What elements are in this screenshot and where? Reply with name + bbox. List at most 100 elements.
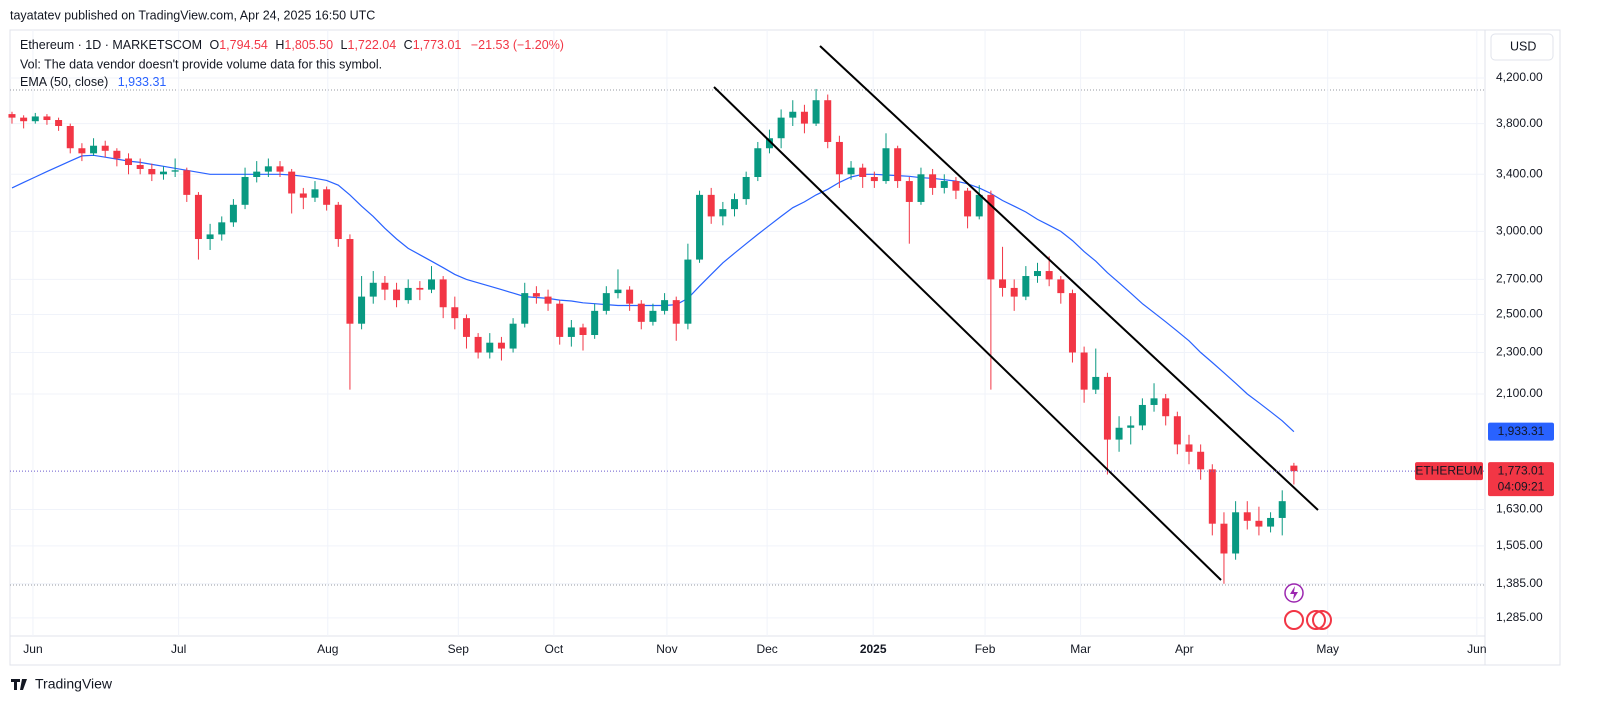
candle-body [253, 171, 261, 177]
candle-body [334, 204, 342, 240]
x-tick-label: Jul [171, 642, 186, 656]
last-price-name: ETHEREUM [1415, 463, 1482, 477]
ema-line [11, 154, 1295, 433]
candle-body [812, 100, 820, 124]
candle-body [1010, 287, 1018, 297]
x-tick-label: Aug [317, 642, 338, 656]
y-tick-label: 3,800.00 [1496, 116, 1543, 130]
event-flag-icon[interactable] [1312, 610, 1332, 630]
candle-body [451, 307, 459, 319]
ema-layer [11, 154, 1295, 433]
countdown-label: 04:09:21 [1498, 479, 1545, 493]
x-tick-label: Feb [975, 642, 996, 656]
grid [10, 30, 1485, 636]
y-tick-label: 1,505.00 [1496, 538, 1543, 552]
candle-body [148, 168, 156, 175]
close-value: 1,773.01 [413, 38, 462, 52]
candle-body [20, 117, 28, 122]
candle-body [1092, 376, 1100, 390]
candle-body [404, 287, 412, 301]
candle-body [731, 199, 739, 210]
chart-frame [9, 29, 1561, 666]
candle-body [532, 293, 540, 297]
y-tick-label: 2,500.00 [1496, 307, 1543, 321]
candle-body [800, 111, 808, 124]
candle-body [894, 148, 902, 182]
candle-body [1127, 425, 1135, 428]
candle-body [90, 145, 98, 154]
event-flag-icon[interactable] [1284, 610, 1304, 630]
candle-body [393, 289, 401, 301]
candle-body [428, 279, 436, 290]
candle-body [171, 170, 179, 172]
candle-body [8, 114, 16, 118]
candle-body [987, 194, 995, 280]
last-price-badge [1488, 462, 1554, 497]
candle-body [1150, 398, 1158, 405]
symbol: Ethereum · 1D · MARKETSCOM [20, 38, 202, 52]
y-tick-label: 2,700.00 [1496, 272, 1543, 286]
x-tick-label: Oct [545, 642, 564, 656]
x-tick-label: Apr [1175, 642, 1194, 656]
x-tick-label: 2025 [860, 642, 887, 656]
y-tick-label: 2,300.00 [1496, 345, 1543, 359]
candle-body [416, 287, 424, 290]
candle-body [1162, 398, 1170, 417]
channel-line-lower [713, 86, 1222, 581]
candles [8, 88, 1298, 584]
low-key: L [341, 38, 348, 52]
candle-body [159, 171, 167, 175]
candle-body [777, 117, 785, 139]
candle-body [614, 289, 622, 294]
candle-body [1232, 512, 1240, 554]
candle-body [486, 342, 494, 353]
candle-body [707, 194, 715, 217]
tradingview-logo [11, 679, 27, 690]
currency-button[interactable] [1490, 33, 1554, 61]
ema-legend: EMA (50, close) 1,933.31 [20, 75, 166, 89]
candle-body [101, 145, 109, 151]
candle-body [847, 167, 855, 175]
candle-body [66, 126, 74, 149]
ema-name: EMA (50, close) [20, 75, 108, 89]
candle-body [474, 336, 482, 353]
candle-body [194, 194, 202, 240]
symbol-legend: Ethereum · 1D · MARKETSCOM O1,794.54 H1,… [20, 38, 564, 52]
candle-body [241, 176, 249, 205]
candle-body [591, 310, 599, 336]
currency-label[interactable]: USD [1510, 39, 1536, 53]
y-tick-label: 1,385.00 [1496, 576, 1543, 590]
candle-body [835, 141, 843, 175]
candle-body [521, 293, 529, 324]
y-tick-label: 2,100.00 [1496, 386, 1543, 400]
ema-price-label: 1,933.31 [1498, 424, 1545, 438]
x-tick-label: Dec [756, 642, 777, 656]
candle-body [696, 194, 704, 260]
candle-body [1255, 520, 1263, 527]
change-value: −21.53 (−1.20%) [471, 38, 564, 52]
candle-body [940, 181, 948, 188]
high-value: 1,805.50 [284, 38, 333, 52]
candle-body [952, 181, 960, 191]
candle-body [1045, 271, 1053, 280]
candle-body [579, 327, 587, 336]
event-flag-icon[interactable] [1306, 610, 1326, 630]
candle-body [1068, 293, 1076, 353]
candle-body [882, 148, 890, 182]
candle-body [288, 171, 296, 194]
candle-body [556, 303, 564, 337]
footer-brand: TradingView [35, 676, 113, 692]
candle-body [1138, 404, 1146, 426]
candle-body [218, 222, 226, 235]
x-tick-label: Nov [656, 642, 677, 656]
candle-body [1057, 279, 1065, 294]
y-tick-label: 1,630.00 [1496, 502, 1543, 516]
x-tick-label: Jun [1467, 642, 1486, 656]
candle-body [824, 100, 832, 142]
candle-body [1220, 523, 1228, 554]
candle-body [1185, 444, 1193, 452]
x-tick-label: May [1316, 642, 1339, 656]
x-tick-label: Mar [1070, 642, 1091, 656]
candle-body [439, 279, 447, 308]
candle-body [311, 189, 319, 198]
